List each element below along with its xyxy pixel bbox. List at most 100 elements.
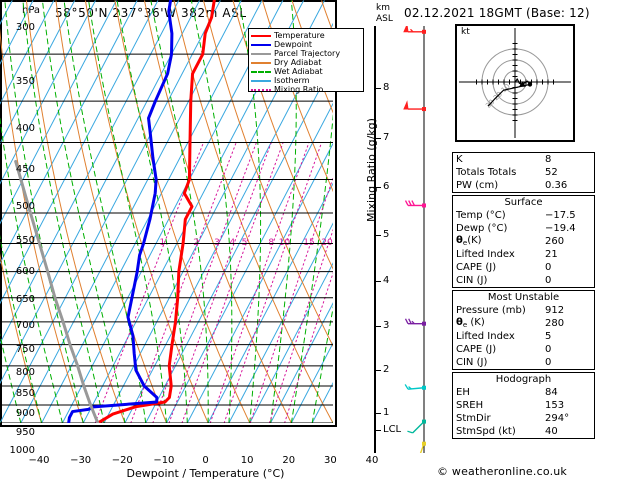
panel-row: PW (cm)0.36 bbox=[453, 179, 594, 192]
copyright-notice: © weatheronline.co.uk bbox=[437, 466, 567, 477]
temperature-tick-label: 30 bbox=[324, 456, 337, 466]
wind-barb bbox=[406, 319, 427, 326]
panel-row: K8 bbox=[453, 153, 594, 166]
panel-row-key: PW (cm) bbox=[456, 181, 545, 191]
panel-row-value: 0 bbox=[545, 358, 591, 368]
legend-item: Mixing Ratio bbox=[251, 85, 361, 94]
km-tick-label: 5 bbox=[383, 230, 389, 240]
panel-row-value: 260 bbox=[545, 237, 591, 247]
pressure-axis-labels: 3003504004505005506006507007508008509009… bbox=[0, 26, 35, 453]
mixing-ratio-line bbox=[153, 142, 257, 423]
panel-row-value: 0 bbox=[545, 345, 591, 355]
series-temperature bbox=[98, 0, 215, 423]
legend-item: Parcel Trajectory bbox=[251, 49, 361, 58]
panel-row-key: K bbox=[456, 155, 545, 165]
km-tick bbox=[374, 370, 381, 371]
km-tick-label: 3 bbox=[383, 321, 389, 331]
km-tick bbox=[374, 88, 381, 89]
hodograph-panel[interactable]: kt 102030 bbox=[455, 24, 575, 142]
pressure-tick-label: 800 bbox=[5, 368, 35, 378]
panel-row-key: SREH bbox=[456, 401, 545, 411]
panel-row: Lifted Index21 bbox=[453, 248, 594, 261]
panel-row-key: Totals Totals bbox=[456, 168, 545, 178]
panel-row-key: Lifted Index bbox=[456, 332, 545, 342]
km-tick-label: 2 bbox=[383, 365, 389, 375]
panel-row-key: θe(K) bbox=[456, 236, 545, 247]
panel-row-value: 912 bbox=[545, 306, 591, 316]
panel-row-value: 52 bbox=[545, 168, 591, 178]
temperature-tick-label: 10 bbox=[241, 456, 254, 466]
wind-barb bbox=[407, 420, 426, 433]
panel-row: SREH153 bbox=[453, 399, 594, 412]
lcl-tick bbox=[374, 430, 381, 431]
panel-row: CIN (J)0 bbox=[453, 356, 594, 369]
temperature-tick-label: −30 bbox=[70, 456, 91, 466]
temperature-tick-label: −40 bbox=[28, 456, 49, 466]
km-tick-label: 4 bbox=[383, 276, 389, 286]
wind-barb bbox=[406, 201, 427, 208]
pressure-tick-label: 300 bbox=[5, 23, 35, 33]
km-tick bbox=[374, 281, 381, 282]
panel-row: θe(K)260 bbox=[453, 235, 594, 248]
pressure-tick-label: 900 bbox=[5, 409, 35, 419]
pressure-tick-label: 550 bbox=[5, 236, 35, 246]
panel-row-value: 40 bbox=[545, 427, 591, 437]
panel-row-key: CIN (J) bbox=[456, 276, 545, 286]
panel-row: Pressure (mb)912 bbox=[453, 304, 594, 317]
panel-row: CAPE (J)0 bbox=[453, 343, 594, 356]
legend-swatch-dewpoint bbox=[251, 44, 271, 46]
panel-row-key: CAPE (J) bbox=[456, 263, 545, 273]
pressure-tick-label: 750 bbox=[5, 345, 35, 355]
lcl-label: LCL bbox=[383, 425, 401, 435]
panel-row-value: 0.36 bbox=[545, 181, 591, 191]
panel-row: Lifted Index5 bbox=[453, 330, 594, 343]
legend-label: Isotherm bbox=[274, 76, 310, 85]
datetime-header: 02.12.2021 18GMT (Base: 12) bbox=[404, 7, 590, 19]
panel-row-key: CAPE (J) bbox=[456, 345, 545, 355]
km-tick bbox=[374, 326, 381, 327]
hodograph-endpoint bbox=[528, 82, 532, 86]
panel-row-value: 0 bbox=[545, 263, 591, 273]
panel-row: Totals Totals52 bbox=[453, 166, 594, 179]
legend-item: Temperature bbox=[251, 31, 361, 40]
panel-row-value: 280 bbox=[545, 319, 591, 329]
panel-most-unstable: Most UnstablePressure (mb)912θe (K)280Li… bbox=[452, 290, 595, 370]
km-tick-label: 8 bbox=[383, 83, 389, 93]
panel-header: Hodograph bbox=[453, 373, 594, 386]
panel-header: Surface bbox=[453, 196, 594, 209]
mixing-ratio-line bbox=[169, 142, 271, 423]
legend-item: Dewpoint bbox=[251, 40, 361, 49]
series-dewpoint bbox=[69, 0, 172, 423]
panel-row: StmDir294° bbox=[453, 412, 594, 425]
legend-label: Dewpoint bbox=[274, 40, 312, 49]
panel-row-key: EH bbox=[456, 388, 545, 398]
km-tick bbox=[374, 235, 381, 236]
panel-row-value: 8 bbox=[545, 155, 591, 165]
panel-row-key: Pressure (mb) bbox=[456, 306, 545, 316]
mixing-ratio-line bbox=[182, 142, 283, 423]
hodograph-unit-label: kt bbox=[461, 28, 470, 37]
legend-swatch-parcel-trajectory bbox=[251, 53, 271, 55]
km-axis-label-line1: km bbox=[376, 4, 390, 13]
legend-item: Dry Adiabat bbox=[251, 58, 361, 67]
pressure-tick-label: 350 bbox=[5, 77, 35, 87]
panel-row: CIN (J)0 bbox=[453, 274, 594, 287]
km-tick-label: 7 bbox=[383, 133, 389, 143]
km-tick-label: 1 bbox=[383, 408, 389, 418]
panel-row: θe (K)280 bbox=[453, 317, 594, 330]
pressure-tick-label: 500 bbox=[5, 202, 35, 212]
panel-row: StmSpd (kt)40 bbox=[453, 425, 594, 438]
legend-swatch-isotherm bbox=[251, 80, 271, 82]
wind-barb-column bbox=[400, 26, 440, 453]
wind-barb bbox=[405, 384, 426, 389]
panel-row-value: 153 bbox=[545, 401, 591, 411]
hodograph-canvas: 102030 bbox=[457, 26, 573, 140]
panel-row-key: StmSpd (kt) bbox=[456, 427, 545, 437]
legend-label: Temperature bbox=[274, 31, 325, 40]
pressure-tick-label: 950 bbox=[5, 428, 35, 438]
panel-row: EH84 bbox=[453, 386, 594, 399]
panel-surface: SurfaceTemp (°C)−17.5Dewp (°C)−19.4θe(K)… bbox=[452, 195, 595, 288]
pressure-tick-label: 850 bbox=[5, 389, 35, 399]
legend-label: Wet Adiabat bbox=[274, 67, 323, 76]
mixing-ratio-axis-label: Mixing Ratio (g/kg) bbox=[366, 118, 377, 222]
